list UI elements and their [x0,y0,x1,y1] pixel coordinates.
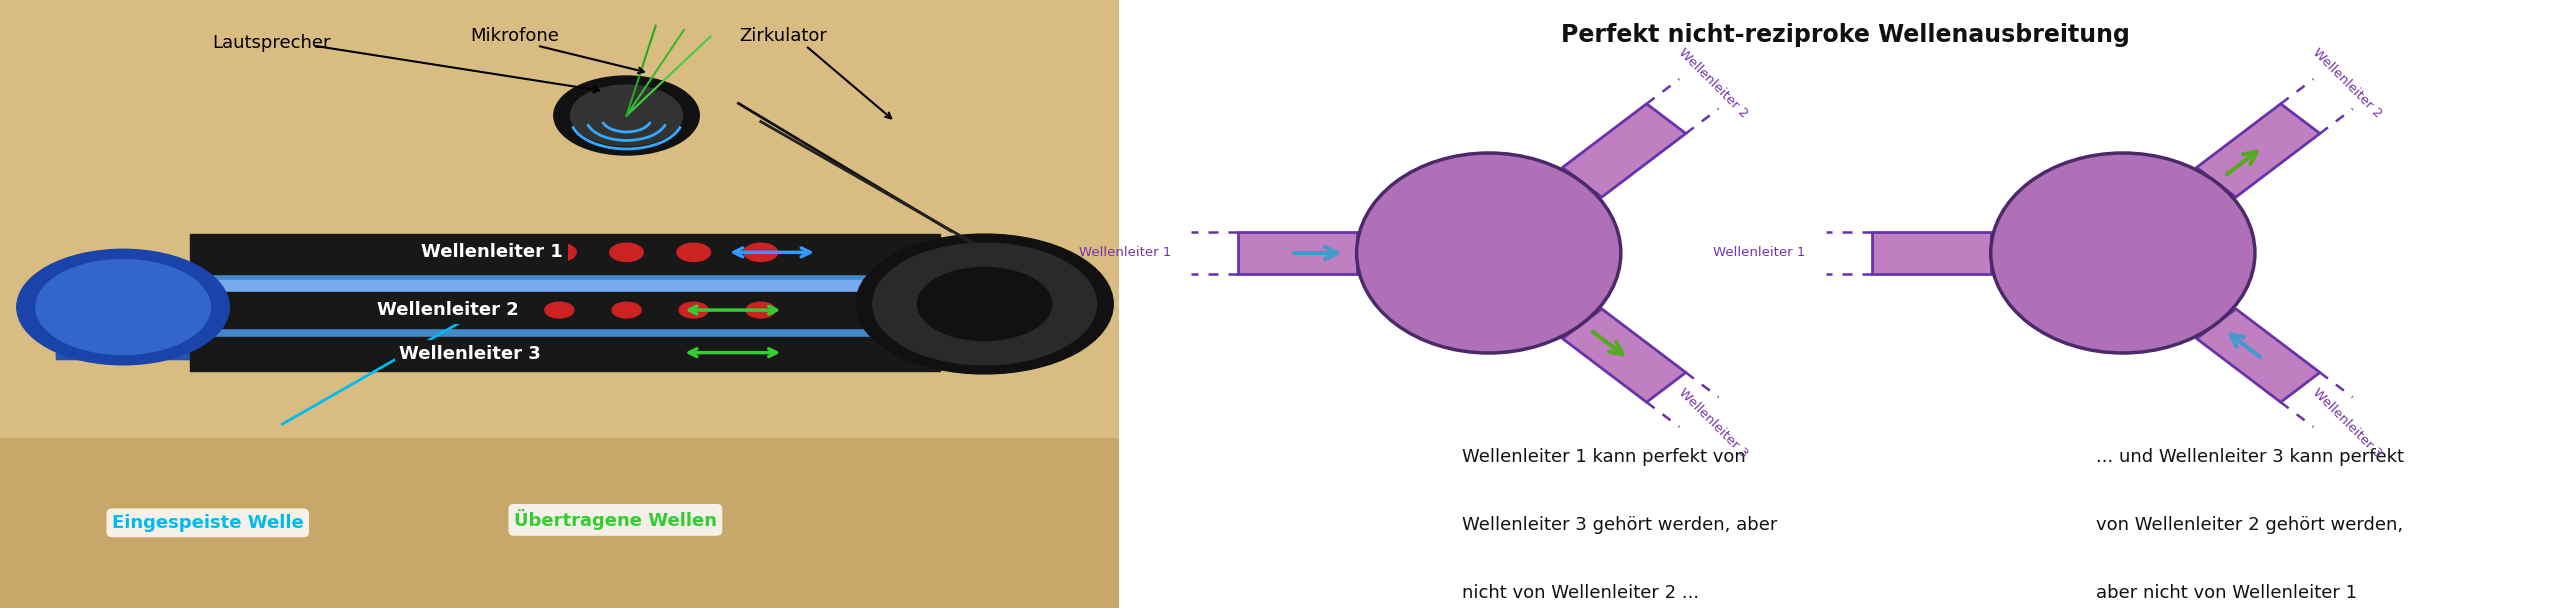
Text: Wellenleiter 3 gehört werden, aber: Wellenleiter 3 gehört werden, aber [1463,516,1777,534]
Text: Wellenleiter 1 kann perfekt von: Wellenleiter 1 kann perfekt von [1463,448,1746,466]
Text: Zirkulator: Zirkulator [738,27,828,46]
Text: Eingespeiste Welle: Eingespeiste Welle [113,514,303,532]
Text: ... und Wellenleiter 3 kann perfekt: ... und Wellenleiter 3 kann perfekt [2096,448,2405,466]
Polygon shape [1564,309,1685,402]
Polygon shape [1872,232,1991,274]
Circle shape [872,243,1096,365]
Circle shape [1355,153,1620,353]
Polygon shape [1237,232,1355,274]
Text: nicht von Wellenleiter 2 ...: nicht von Wellenleiter 2 ... [1463,584,1700,602]
Circle shape [746,302,774,318]
Bar [0,438,1119,608]
Text: Perfekt nicht-reziproke Wellenausbreitung: Perfekt nicht-reziproke Wellenausbreitun… [1561,23,2130,47]
Circle shape [571,85,682,146]
Text: Wellenleiter 2: Wellenleiter 2 [376,301,520,319]
Text: Übertragene Wellen: Übertragene Wellen [514,510,718,530]
Bar [57,274,952,359]
Circle shape [679,302,707,318]
Text: Wellenleiter 3: Wellenleiter 3 [2310,385,2384,460]
Circle shape [18,249,229,365]
Bar [190,292,939,328]
Circle shape [36,260,211,354]
Text: Wellenleiter 2: Wellenleiter 2 [2310,46,2384,120]
Circle shape [1991,153,2256,353]
Text: Wellenleiter 1: Wellenleiter 1 [1713,246,1806,260]
Bar [190,234,939,274]
Text: Wellenleiter 2: Wellenleiter 2 [1677,46,1749,120]
Circle shape [856,234,1114,374]
Bar [57,344,952,359]
Text: Mikrofone: Mikrofone [471,27,558,46]
Circle shape [676,243,710,261]
Circle shape [612,302,640,318]
Bar [57,280,952,310]
Text: Wellenleiter 3: Wellenleiter 3 [1677,385,1749,460]
Circle shape [610,243,643,261]
Text: Wellenleiter 1: Wellenleiter 1 [422,243,563,261]
Polygon shape [2196,309,2320,402]
Polygon shape [2196,104,2320,197]
Text: Wellenleiter 1: Wellenleiter 1 [1080,246,1173,260]
Bar [190,337,939,371]
Text: Lautsprecher: Lautsprecher [213,33,332,52]
Polygon shape [1564,104,1685,197]
Circle shape [743,243,777,261]
Text: Wellenleiter 3: Wellenleiter 3 [399,345,540,363]
Circle shape [545,302,574,318]
Circle shape [918,268,1052,340]
Circle shape [543,243,576,261]
Text: von Wellenleiter 2 gehört werden,: von Wellenleiter 2 gehört werden, [2096,516,2405,534]
Circle shape [553,76,700,155]
Text: aber nicht von Wellenleiter 1: aber nicht von Wellenleiter 1 [2096,584,2359,602]
